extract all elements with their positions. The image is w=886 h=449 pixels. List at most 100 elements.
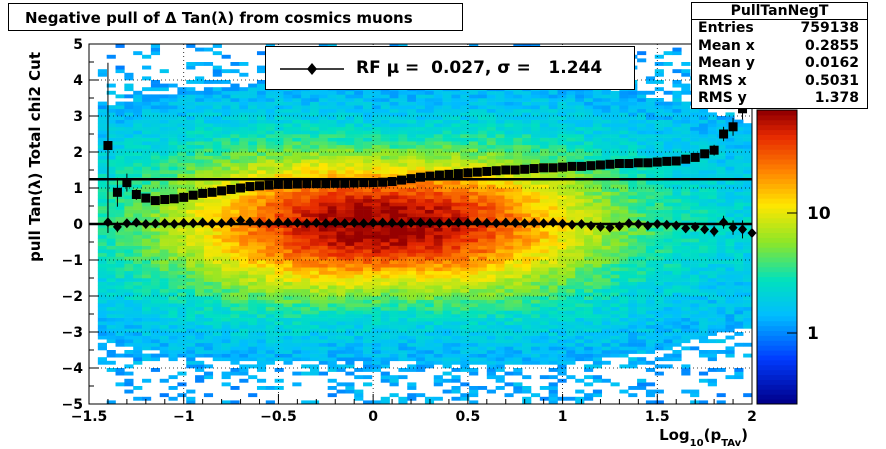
heatmap-cell (407, 342, 417, 347)
heatmap-cell (389, 130, 399, 135)
heatmap-cell (610, 137, 620, 142)
heatmap-cell (354, 278, 364, 282)
heatmap-cell (150, 116, 161, 120)
heatmap-cell (363, 328, 373, 333)
heatmap-cell (389, 105, 399, 110)
heatmap-cell (407, 108, 417, 113)
heatmap-cell (274, 285, 284, 290)
heatmap-cell (557, 242, 567, 246)
heatmap-cell (557, 184, 567, 189)
heatmap-cell (292, 188, 302, 192)
heatmap-cell (451, 299, 461, 304)
heatmap-cell (221, 206, 231, 210)
heatmap-cell (416, 267, 426, 272)
heatmap-cell (221, 54, 231, 59)
heatmap-cell (460, 198, 470, 203)
heatmap-cell (433, 105, 443, 110)
heatmap-cell (301, 252, 311, 257)
heatmap-cell (513, 332, 523, 336)
heatmap-cell (195, 346, 205, 351)
heatmap-cell (433, 378, 443, 383)
heatmap-cell (354, 306, 364, 311)
heatmap-cell (363, 256, 373, 261)
heatmap-cell (248, 227, 258, 232)
heatmap-cell (539, 256, 549, 261)
heatmap-cell (469, 288, 479, 293)
heatmap-cell (416, 141, 426, 146)
heatmap-cell (584, 130, 594, 135)
heatmap-cell (575, 306, 585, 311)
heatmap-cell (477, 278, 488, 282)
heatmap-cell (460, 148, 470, 153)
heatmap-cell (301, 202, 311, 207)
heatmap-cell (283, 317, 293, 322)
heatmap-cell (124, 292, 134, 297)
heatmap-cell (486, 206, 496, 210)
heatmap-cell (389, 44, 399, 48)
heatmap-cell (592, 238, 603, 243)
heatmap-cell (575, 314, 585, 318)
heatmap-cell (495, 188, 505, 192)
heatmap-cell (451, 274, 461, 279)
heatmap-cell (159, 152, 169, 156)
heatmap-cell (575, 339, 585, 344)
heatmap-cell (177, 126, 187, 131)
heatmap-cell (584, 353, 594, 358)
heatmap-cell (283, 112, 293, 117)
heatmap-cell (513, 213, 523, 218)
heatmap-cell (195, 314, 205, 318)
heatmap-cell (469, 134, 479, 138)
heatmap-cell (124, 278, 134, 282)
heatmap-cell (239, 209, 249, 214)
heatmap-cell (610, 242, 620, 246)
heatmap-cell (292, 191, 302, 196)
heatmap-cell (424, 94, 435, 99)
heatmap-cell (239, 112, 249, 117)
heatmap-cell (380, 332, 390, 336)
heatmap-cell (327, 306, 337, 311)
heatmap-cell (566, 238, 576, 243)
heatmap-cell (469, 357, 479, 362)
heatmap-cell (442, 159, 452, 164)
heatmap-cell (230, 234, 240, 239)
heatmap-cell (601, 256, 611, 261)
heatmap-cell (97, 209, 107, 214)
heatmap-cell (256, 288, 267, 293)
heatmap-cell (477, 306, 488, 311)
heatmap-cell (142, 108, 152, 113)
heatmap-cell (460, 310, 470, 315)
heatmap-cell (310, 292, 320, 297)
heatmap-cell (195, 173, 205, 178)
heatmap-cell (301, 242, 311, 246)
heatmap-cell (115, 342, 125, 347)
heatmap-cell (619, 170, 629, 174)
heatmap-cell (239, 137, 249, 142)
heatmap-cell (327, 90, 337, 95)
heatmap-cell (548, 188, 558, 192)
heatmap-cell (336, 209, 346, 214)
heatmap-cell (548, 281, 558, 286)
heatmap-cell (442, 112, 452, 117)
heatmap-cell (442, 141, 452, 146)
heatmap-cell (451, 188, 461, 192)
heatmap-cell (486, 296, 496, 300)
heatmap-cell (398, 267, 408, 272)
heatmap-cell (451, 105, 461, 110)
heatmap-cell (301, 112, 311, 117)
heatmap-cell (256, 166, 267, 171)
heatmap-cell (477, 188, 488, 192)
heatmap-cell (106, 245, 116, 250)
heatmap-cell (442, 332, 452, 336)
heatmap-cell (177, 270, 187, 275)
heatmap-cell (186, 274, 196, 279)
heatmap-cell (310, 234, 320, 239)
heatmap-cell (327, 328, 337, 333)
heatmap-cell (486, 346, 496, 351)
heatmap-cell (592, 144, 603, 149)
heatmap-cell (522, 231, 532, 236)
heatmap-cell (442, 263, 452, 268)
heatmap-cell (265, 267, 275, 272)
heatmap-cell (442, 328, 452, 333)
heatmap-cell (265, 98, 275, 102)
heatmap-cell (292, 339, 302, 344)
